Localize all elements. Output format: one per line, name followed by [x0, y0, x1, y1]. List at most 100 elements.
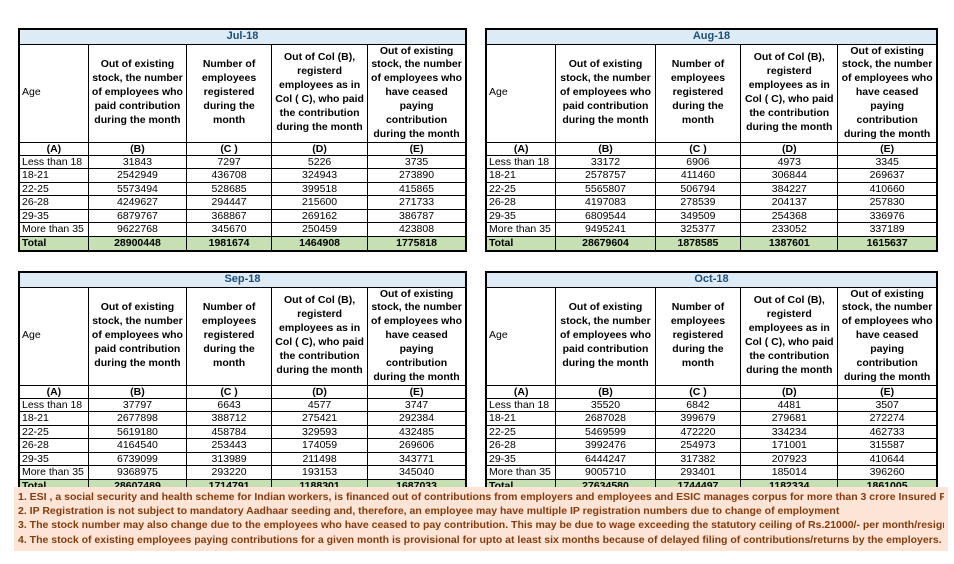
total-label: Total [18, 235, 89, 252]
value-cell: 5573494 [87, 181, 188, 196]
value-cell: 4249627 [87, 195, 188, 210]
value-cell: 6906 [654, 154, 742, 169]
value-cell: 279681 [740, 411, 839, 426]
value-cell: 292384 [367, 411, 467, 426]
value-cell: 5469599 [555, 424, 656, 440]
column-header: Out of existing stock, the number of emp… [555, 43, 656, 143]
value-cell: 9368975 [87, 465, 188, 480]
table-row: 18-21 2578757 411460 306844 269637 [485, 168, 938, 183]
column-header: Age [18, 286, 89, 386]
value-cell: 294447 [186, 195, 273, 210]
column-header: Out of existing stock, the number of emp… [367, 286, 467, 386]
age-group-label: 22-25 [18, 181, 89, 196]
value-cell: 9622768 [87, 222, 188, 237]
value-cell: 388712 [186, 411, 273, 426]
column-header-row: Age Out of existing stock, the number of … [18, 43, 467, 143]
value-cell: 317382 [654, 451, 742, 467]
age-group-label: 29-35 [18, 451, 89, 467]
age-group-label: 26-28 [485, 195, 557, 210]
value-cell: 384227 [740, 181, 839, 196]
column-letter-row: (A) (B) (C ) (D) (E) [18, 141, 467, 156]
column-header: Out of existing stock, the number of emp… [837, 43, 938, 143]
monthly-tables-grid: Jul-18 Age Out of existing stock, the numb… [18, 28, 938, 496]
value-cell: 2578757 [555, 168, 656, 183]
age-group-label: 29-35 [18, 208, 89, 223]
column-header: Out of existing stock, the number of emp… [87, 43, 188, 143]
value-cell: 3345 [837, 154, 938, 169]
column-header: Out of existing stock, the number of emp… [837, 286, 938, 386]
month-header-row: Sep-18 [18, 271, 467, 288]
value-cell: 33172 [555, 154, 656, 169]
table-slot-oct-18: Oct-18 Age Out of existing stock, the numb… [485, 271, 938, 496]
value-cell: 368867 [186, 208, 273, 223]
column-letter: (B) [87, 141, 188, 156]
column-letter: (E) [367, 141, 467, 156]
value-cell: 269637 [837, 168, 938, 183]
table-row: Less than 18 35520 6842 4481 3507 [485, 397, 938, 413]
value-cell: 271733 [367, 195, 467, 210]
column-header: Out of existing stock, the number of emp… [555, 286, 656, 386]
value-cell: 4197083 [555, 195, 656, 210]
age-group-label: 18-21 [18, 168, 89, 183]
total-value-cell: 1464908 [271, 235, 369, 252]
column-letter: (D) [740, 141, 839, 156]
value-cell: 313989 [186, 451, 273, 467]
column-header: Age [485, 286, 557, 386]
table-row: 22-25 5573494 528685 399518 415865 [18, 181, 467, 196]
value-cell: 6444247 [555, 451, 656, 467]
value-cell: 3735 [367, 154, 467, 169]
table-row: 18-21 2542949 436708 324943 273890 [18, 168, 467, 183]
footnote-line-1: 1. ESI , a social security and health sc… [18, 491, 944, 503]
column-header: Out of Col (B), registerd employees as i… [740, 43, 839, 143]
value-cell: 5619180 [87, 424, 188, 440]
table-row: More than 35 9368975 293220 193153 345040 [18, 465, 467, 480]
total-label: Total [485, 235, 557, 252]
column-header: Number of employees registered during th… [654, 43, 742, 143]
column-letter: (B) [555, 141, 656, 156]
value-cell: 257830 [837, 195, 938, 210]
age-group-label: 18-21 [18, 411, 89, 426]
month-title: Jul-18 [18, 28, 467, 45]
value-cell: 415865 [367, 181, 467, 196]
value-cell: 3992476 [555, 438, 656, 453]
month-title: Sep-18 [18, 271, 467, 288]
value-cell: 399679 [654, 411, 742, 426]
value-cell: 269162 [271, 208, 369, 223]
column-letter: (C ) [654, 141, 742, 156]
value-cell: 9495241 [555, 222, 656, 237]
value-cell: 4577 [271, 397, 369, 413]
total-value-cell: 1878585 [654, 235, 742, 252]
value-cell: 5226 [271, 154, 369, 169]
value-cell: 4481 [740, 397, 839, 413]
total-row: Total 28900448 1981674 1464908 1775818 [18, 235, 467, 252]
age-group-label: 18-21 [485, 168, 557, 183]
age-group-label: More than 35 [18, 465, 89, 480]
value-cell: 325377 [654, 222, 742, 237]
value-cell: 324943 [271, 168, 369, 183]
table-slot-jul-18: Jul-18 Age Out of existing stock, the numb… [18, 28, 467, 253]
age-group-label: 26-28 [18, 438, 89, 453]
column-header: Number of employees registered during th… [186, 43, 273, 143]
footnote-line-4: 4. The stock of existing employees payin… [18, 533, 942, 546]
value-cell: 396260 [837, 465, 938, 480]
value-cell: 193153 [271, 465, 369, 480]
value-cell: 293220 [186, 465, 273, 480]
value-cell: 174059 [271, 438, 369, 453]
column-letter: (A) [485, 141, 557, 156]
table-row: 26-28 4249627 294447 215600 271733 [18, 195, 467, 210]
value-cell: 411460 [654, 168, 742, 183]
value-cell: 349509 [654, 208, 742, 223]
age-group-label: More than 35 [18, 222, 89, 237]
table-row: 22-25 5469599 472220 334234 462733 [485, 424, 938, 440]
column-letter: (E) [837, 384, 938, 399]
value-cell: 254368 [740, 208, 839, 223]
value-cell: 432485 [367, 424, 467, 440]
column-letter: (C ) [186, 384, 273, 399]
total-value-cell: 1981674 [186, 235, 273, 252]
value-cell: 6739099 [87, 451, 188, 467]
column-header: Number of employees registered during th… [186, 286, 273, 386]
value-cell: 233052 [740, 222, 839, 237]
table-row: More than 35 9005710 293401 185014 396260 [485, 465, 938, 480]
total-value-cell: 1615637 [837, 235, 938, 252]
column-letter: (A) [18, 384, 89, 399]
